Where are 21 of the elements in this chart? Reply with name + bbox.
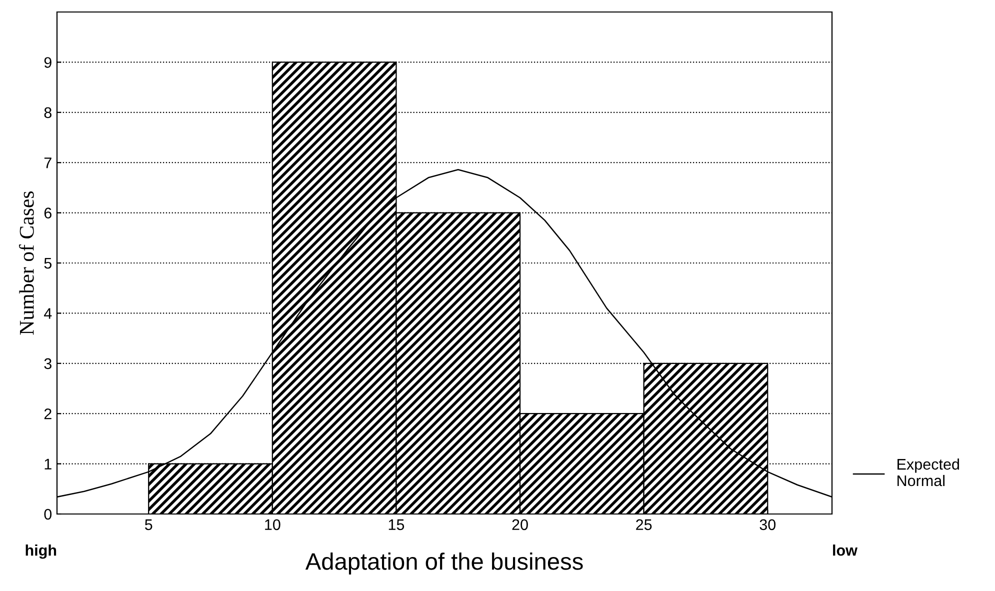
y-tick-label: 3 (44, 358, 52, 370)
y-tick-label: 8 (44, 107, 52, 118)
x-tick-label: 25 (636, 519, 652, 530)
x-axis-title: Adaptation of the business (305, 552, 583, 575)
legend-label: Expected Normal (898, 458, 959, 486)
x-tick-label: 20 (512, 519, 528, 530)
y-tick-label: 2 (44, 408, 52, 420)
x-tick-label: 10 (265, 519, 280, 530)
y-tick-label: 9 (44, 57, 52, 68)
y-axis-title: Number of Cases (18, 191, 34, 335)
y-tick-label: 7 (44, 158, 52, 168)
text: high (26, 544, 56, 559)
text: low (833, 544, 858, 556)
y-tick-label: 6 (44, 208, 52, 218)
x-tick-label: 15 (388, 519, 404, 530)
x-tick-label: 30 (760, 519, 776, 530)
y-tick-label: 0 (44, 508, 52, 520)
y-tick-label: 5 (44, 258, 52, 269)
y-tick-label: 1 (44, 458, 52, 470)
x-tick-label: 5 (144, 519, 152, 530)
y-tick-label: 4 (44, 308, 52, 319)
